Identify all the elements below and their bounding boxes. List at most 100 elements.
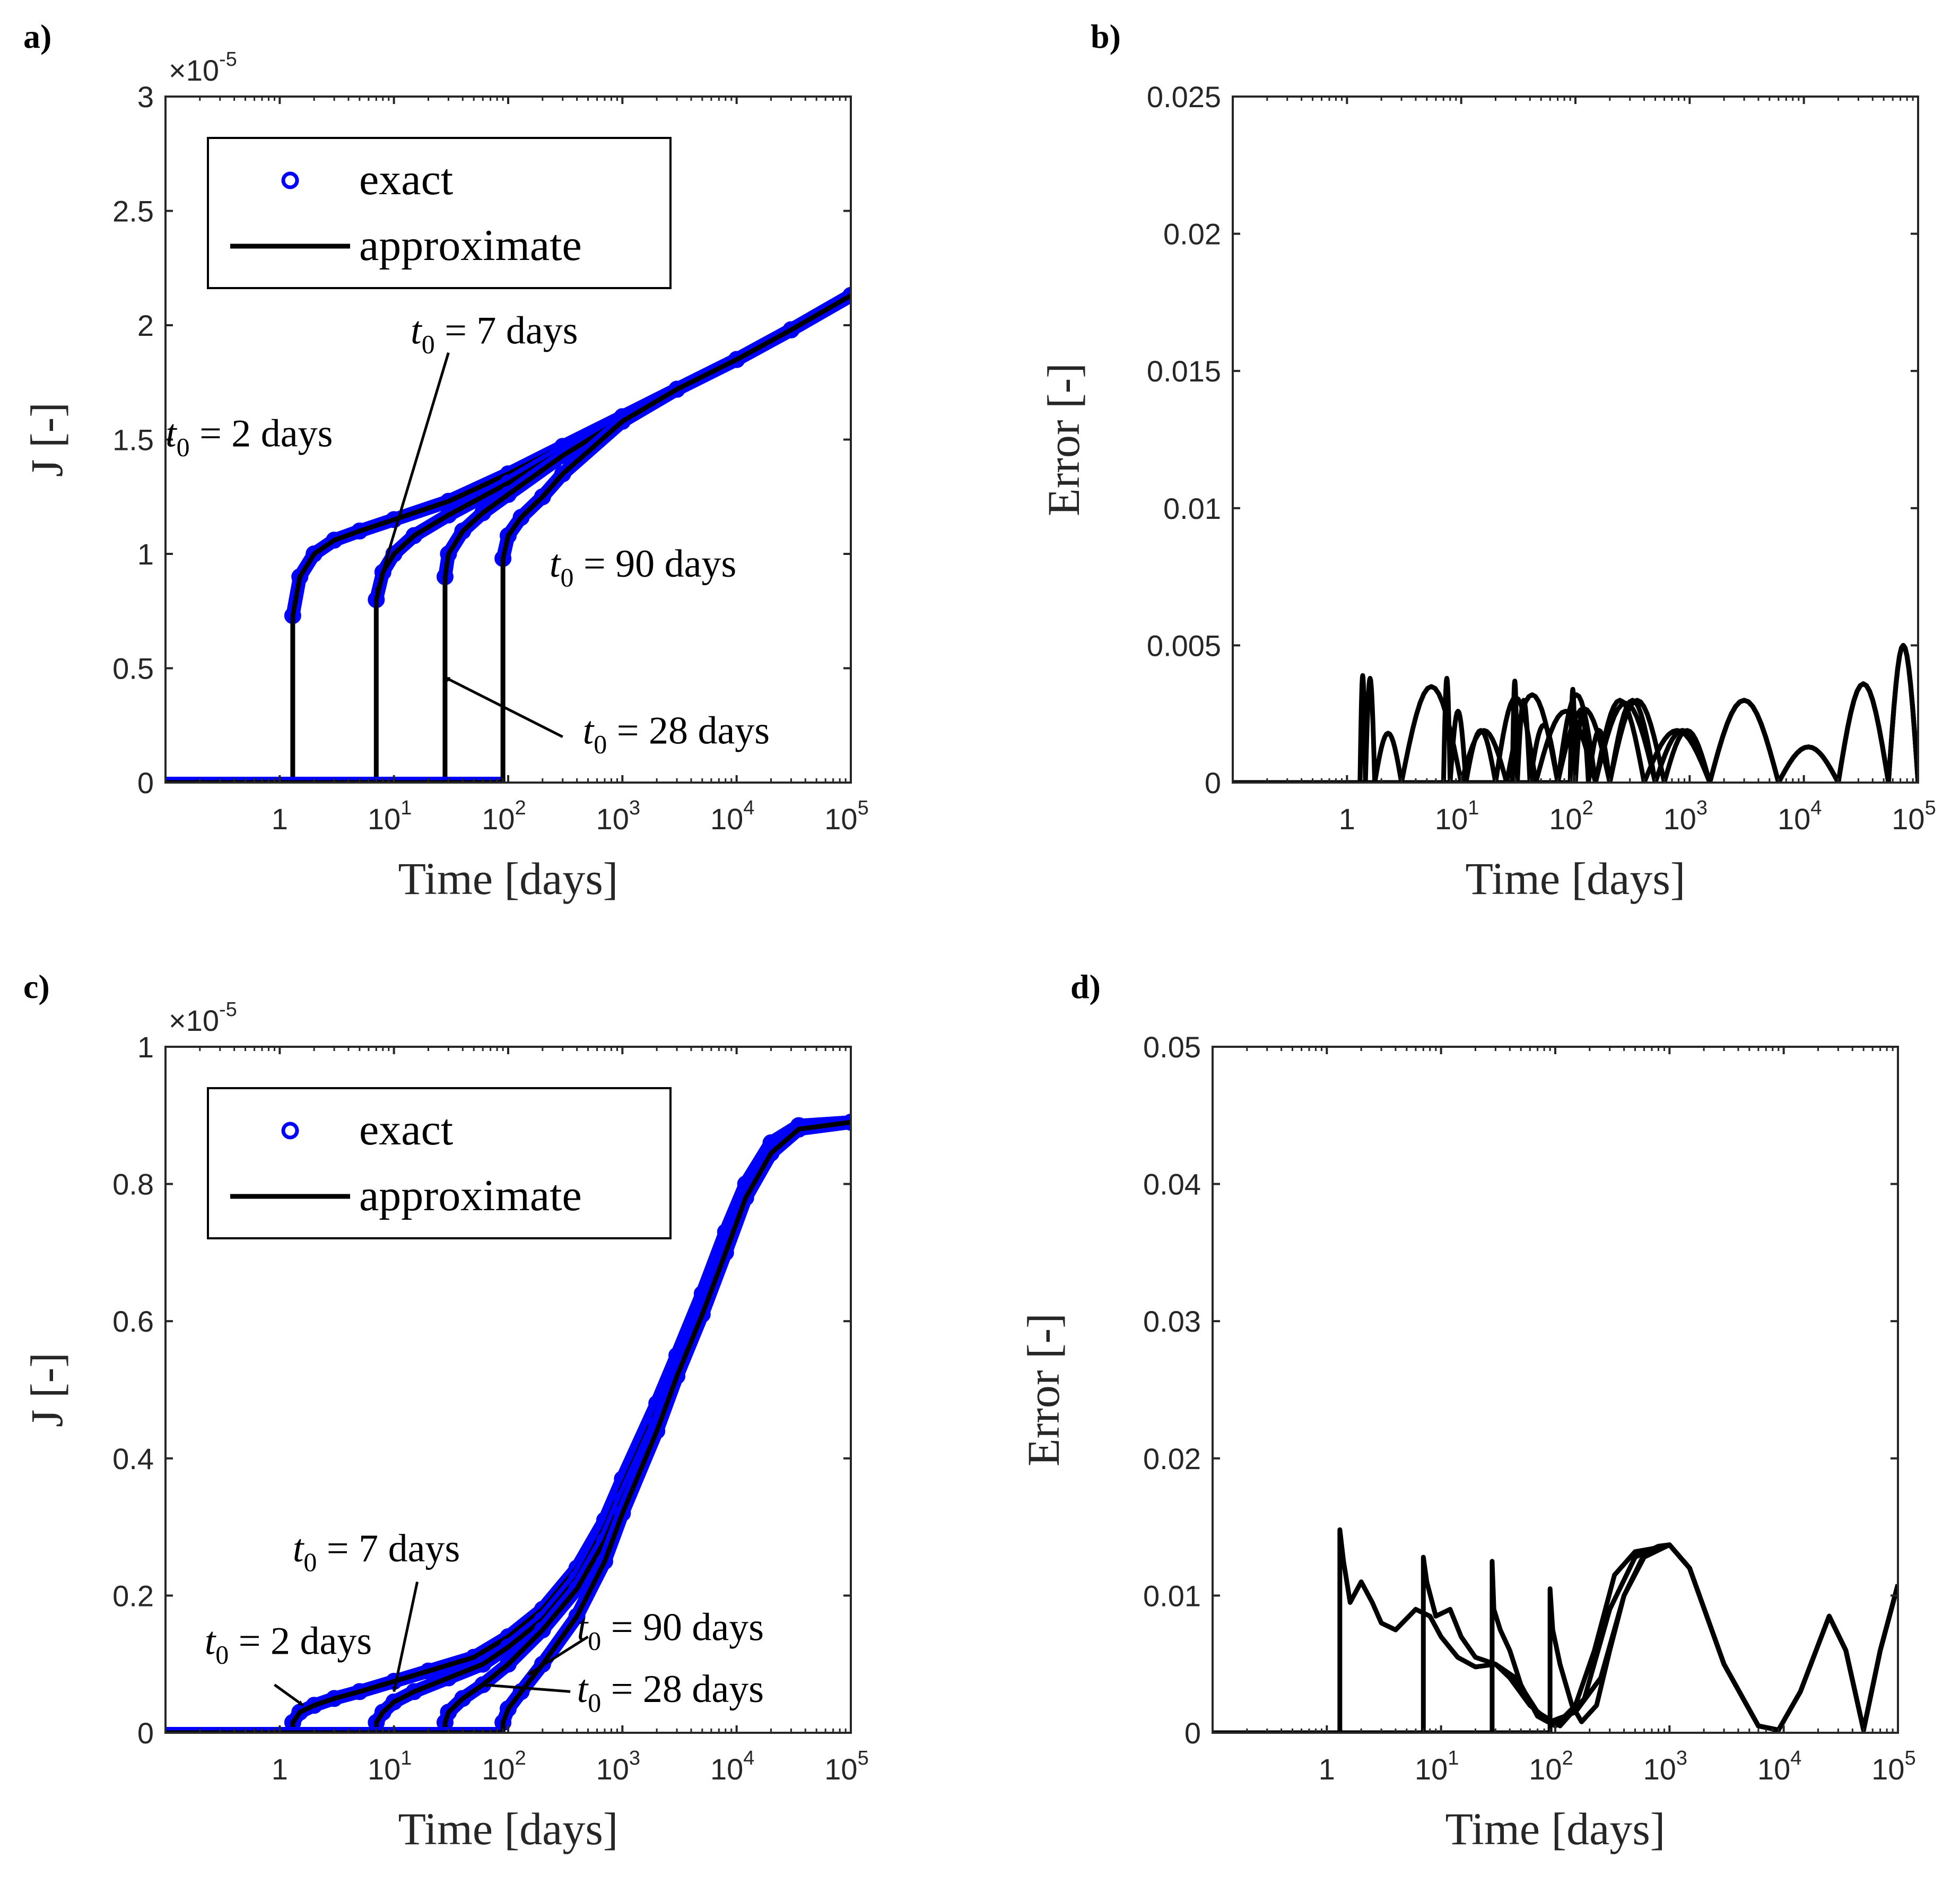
y-axis-label: Error [-]: [1038, 363, 1089, 516]
annotation-rest: = 7 days: [435, 309, 578, 352]
x-tick-base: 10: [710, 802, 743, 836]
plot-area-c: [165, 1114, 851, 1733]
error-series: [1233, 642, 1918, 783]
x-tick-label: 104: [710, 797, 754, 836]
exact-marker: [534, 1655, 551, 1673]
x-tick-base: 10: [1435, 802, 1468, 836]
multiplier-base: ×10: [169, 54, 219, 87]
y-tick-label: 0.025: [1147, 80, 1221, 114]
annotation-rest: = 7 days: [317, 1527, 460, 1570]
x-tick-label: 105: [1892, 797, 1936, 836]
exact-marker: [500, 485, 517, 503]
exact-marker: [374, 1704, 391, 1721]
y-tick-label: 0.5: [112, 652, 154, 685]
annotation-label: t0 = 28 days: [583, 709, 770, 759]
annotation-arrow: [527, 1635, 589, 1676]
y-tick-label: 0.01: [1163, 492, 1221, 525]
error-series: [1213, 1542, 1898, 1733]
exact-marker: [500, 1638, 517, 1656]
annotation-t: t: [293, 1527, 305, 1570]
annotation: t0 = 90 days: [550, 542, 736, 592]
y-axis-label: J [-]: [21, 1352, 72, 1427]
y-tick-label: 0.02: [1143, 1442, 1201, 1475]
annotation-label: t0 = 2 days: [205, 1619, 372, 1669]
x-tick-label: 1: [272, 1752, 288, 1786]
x-tick-label: 105: [1871, 1747, 1915, 1786]
y-tick-label: 3: [137, 80, 154, 114]
y-axis-label: Error [-]: [1018, 1313, 1069, 1466]
y-tick-label: 2.5: [112, 195, 154, 228]
annotation-arrow: [482, 1682, 571, 1693]
legend-approximate-label: approximate: [359, 221, 582, 270]
axes-box: [1212, 1046, 1899, 1734]
annotation-arrow: [374, 352, 450, 594]
legend: exact approximate: [207, 1087, 672, 1239]
annotation-rest: = 90 days: [601, 1605, 764, 1649]
x-tick-exp: 5: [1905, 1747, 1916, 1769]
axis-multiplier: ×10-5: [169, 48, 237, 87]
plot-area-b: [1233, 642, 1918, 783]
annotation-label: t0 = 2 days: [165, 412, 333, 462]
x-tick-exp: 4: [743, 797, 754, 819]
legend-exact-marker: [281, 171, 299, 189]
x-tick-base: 10: [1643, 1752, 1676, 1786]
y-tick-label: 0: [1205, 766, 1221, 800]
exact-marker: [500, 1655, 517, 1673]
panel-label-d: d): [1070, 968, 1101, 1005]
x-tick-base: 1: [272, 802, 288, 836]
y-tick-label: 0.03: [1143, 1305, 1201, 1338]
x-tick-label: 101: [1435, 797, 1479, 836]
axes-box: [1232, 95, 1919, 784]
annotation-sub: 0: [594, 730, 607, 759]
annotation-rest: = 28 days: [607, 709, 770, 753]
panel-label-c: c): [23, 968, 50, 1005]
annotation-sub: 0: [588, 1688, 601, 1717]
y-tick-label: 0.2: [112, 1579, 154, 1612]
x-tick-base: 10: [1871, 1752, 1904, 1786]
y-tick-label: 0.01: [1143, 1579, 1201, 1612]
exact-marker: [512, 509, 530, 526]
exact-marker: [693, 1306, 711, 1323]
annotation-t: t: [583, 709, 595, 753]
x-tick-label: 104: [1757, 1747, 1801, 1786]
exact-marker: [782, 321, 800, 338]
panel-label-b: b): [1091, 18, 1121, 55]
annotation: t0 = 7 days: [293, 1527, 460, 1692]
x-tick-label: 101: [368, 1747, 412, 1786]
x-tick-label: 1: [1339, 802, 1355, 836]
exact-marker: [405, 1683, 423, 1700]
x-axis-label: Time [days]: [1466, 853, 1686, 904]
x-tick-exp: 4: [743, 1747, 754, 1769]
x-tick-label: 102: [1549, 797, 1593, 836]
annotation-sub: 0: [303, 1547, 317, 1577]
legend-box: [207, 137, 672, 289]
x-tick-label: 103: [596, 797, 640, 836]
annotation: t0 = 90 days: [527, 1605, 764, 1676]
y-tick-label: 0: [137, 766, 154, 800]
exact-marker: [440, 506, 457, 524]
approximate-series: [165, 293, 851, 783]
panel-d: d)00.010.020.030.040.051 101 102 103 104 105T…: [1018, 968, 1916, 1854]
annotation-arrow: [392, 1582, 419, 1692]
x-tick-base: 10: [596, 802, 629, 836]
x-tick-base: 10: [1757, 1752, 1790, 1786]
x-tick-base: 10: [1892, 802, 1924, 836]
x-axis-label: Time [days]: [398, 853, 619, 904]
annotation: t0 = 2 days: [165, 412, 333, 462]
annotation-sub: 0: [588, 1626, 601, 1655]
y-tick-label: 0: [1184, 1716, 1201, 1750]
x-tick-exp: 5: [858, 1747, 869, 1769]
y-tick-label: 0.05: [1143, 1030, 1201, 1064]
x-tick-base: 10: [596, 1752, 629, 1786]
exact-marker: [454, 522, 472, 540]
exact-marker: [534, 488, 551, 506]
x-tick-label: 104: [710, 1747, 754, 1786]
x-tick-base: 1: [272, 1752, 288, 1786]
exact-marker: [512, 1683, 530, 1700]
exact-marker: [728, 351, 745, 368]
x-tick-exp: 3: [629, 797, 640, 819]
exact-marker: [405, 527, 423, 544]
plot-area-a: [165, 286, 851, 783]
